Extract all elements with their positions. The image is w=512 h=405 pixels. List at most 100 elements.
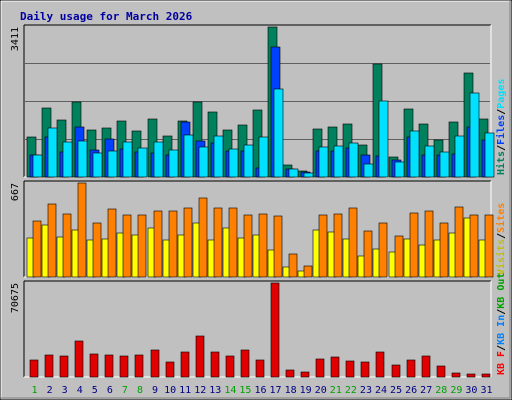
legend-label: Files — [495, 115, 507, 145]
bar-sites-day-16 — [258, 213, 268, 278]
bar-pages-day-1 — [32, 154, 43, 178]
panel-2: 667 Visits/Sites — [10, 180, 507, 278]
bar-pages-day-17 — [273, 88, 284, 178]
bar-kb-f-day-8 — [134, 354, 144, 378]
bar-sites-day-20 — [318, 214, 328, 278]
bar-sites-day-26 — [409, 212, 419, 278]
bar-kb-f-day-1 — [29, 359, 39, 378]
x-tick-label-day-23: 23 — [360, 385, 372, 396]
x-tick-label-day-15: 15 — [239, 385, 251, 396]
bar-kb-f-day-14 — [225, 355, 235, 378]
bar-sites-day-28 — [439, 222, 449, 278]
legend-separator: / — [496, 145, 507, 151]
bar-kb-f-day-24 — [375, 351, 385, 378]
legend-label: Hits — [495, 151, 507, 175]
bar-sites-day-2 — [47, 203, 57, 278]
bar-kb-f-day-20 — [315, 358, 325, 378]
x-tick-label-day-13: 13 — [209, 385, 221, 396]
bar-pages-day-9 — [153, 141, 164, 178]
x-tick-label-day-17: 17 — [270, 385, 282, 396]
bar-sites-day-31 — [484, 214, 494, 278]
legend-label: Visits — [495, 239, 507, 275]
y-max-label: 667 — [10, 183, 21, 201]
legend-label: KB In — [496, 315, 507, 345]
bar-kb-f-day-25 — [391, 364, 401, 378]
bar-kb-f-day-29 — [451, 372, 461, 378]
x-tick-label-day-11: 11 — [179, 385, 191, 396]
x-tick-label-day-5: 5 — [92, 385, 98, 396]
bar-sites-day-22 — [348, 207, 358, 278]
bar-sites-day-4 — [77, 182, 87, 278]
bar-kb-f-day-3 — [59, 355, 69, 378]
bar-pages-day-16 — [258, 136, 269, 178]
bar-kb-f-day-13 — [210, 351, 220, 378]
x-tick-label-day-4: 4 — [77, 385, 83, 396]
bar-kb-f-day-17 — [270, 282, 280, 378]
bar-pages-day-20 — [318, 146, 329, 178]
bar-sites-day-14 — [228, 207, 238, 278]
bar-sites-day-29 — [454, 206, 464, 278]
bar-sites-day-8 — [137, 214, 147, 278]
bar-sites-day-21 — [333, 213, 343, 278]
bar-kb-f-day-2 — [44, 354, 54, 378]
bar-pages-day-19 — [303, 172, 314, 178]
bar-kb-f-day-16 — [255, 359, 265, 378]
bar-kb-f-day-19 — [300, 371, 310, 378]
bar-pages-day-24 — [378, 100, 389, 178]
bar-pages-day-31 — [484, 132, 495, 178]
bar-pages-day-13 — [213, 135, 224, 178]
x-tick-label-day-14: 14 — [224, 385, 236, 396]
x-tick-label-day-8: 8 — [137, 385, 143, 396]
bar-pages-day-12 — [198, 146, 209, 178]
bar-kb-f-day-31 — [481, 373, 491, 378]
bar-pages-day-23 — [363, 163, 374, 178]
x-tick-label-day-18: 18 — [285, 385, 297, 396]
bar-pages-day-3 — [62, 141, 73, 178]
bar-kb-f-day-11 — [180, 351, 190, 378]
bar-sites-day-6 — [107, 208, 117, 278]
bar-kb-f-day-10 — [165, 361, 175, 378]
bar-sites-day-3 — [62, 213, 72, 278]
bar-kb-f-day-22 — [345, 360, 355, 378]
bar-sites-day-10 — [168, 210, 178, 278]
bar-pages-day-28 — [439, 151, 450, 178]
bar-pages-day-30 — [469, 92, 480, 178]
bar-sites-day-13 — [213, 207, 223, 278]
bar-pages-day-7 — [122, 141, 133, 178]
x-tick-label-day-30: 30 — [465, 385, 477, 396]
bar-kb-f-day-30 — [466, 373, 476, 378]
x-tick-label-day-9: 9 — [152, 385, 158, 396]
legend-separator: / — [496, 233, 507, 239]
bar-kb-f-day-4 — [74, 340, 84, 378]
bar-kb-f-day-7 — [119, 355, 129, 378]
bar-sites-day-15 — [243, 214, 253, 278]
series-legend: Visits/Sites — [495, 203, 507, 275]
bar-sites-day-9 — [153, 210, 163, 278]
bar-sites-day-23 — [363, 230, 373, 278]
bar-kb-f-day-9 — [150, 349, 160, 378]
bar-kb-f-day-15 — [240, 349, 250, 378]
bar-pages-day-10 — [168, 149, 179, 178]
bar-kb-f-day-5 — [89, 353, 99, 378]
x-tick-label-day-28: 28 — [435, 385, 447, 396]
legend-separator: / — [496, 109, 507, 115]
bar-pages-day-26 — [409, 130, 420, 178]
bar-sites-day-30 — [469, 214, 479, 278]
bar-pages-day-15 — [243, 144, 254, 178]
bar-sites-day-18 — [288, 253, 298, 278]
x-tick-label-day-1: 1 — [32, 385, 38, 396]
x-tick-label-day-31: 31 — [480, 385, 492, 396]
bar-pages-day-14 — [228, 148, 239, 178]
x-tick-label-day-12: 12 — [194, 385, 206, 396]
series-legend: Hits/Files/Pages — [495, 79, 507, 175]
bar-sites-day-11 — [183, 207, 193, 278]
x-tick-label-day-25: 25 — [390, 385, 402, 396]
bar-sites-day-19 — [303, 265, 313, 278]
x-tick-label-day-2: 2 — [47, 385, 53, 396]
bar-sites-day-1 — [32, 220, 42, 278]
x-tick-label-day-16: 16 — [254, 385, 266, 396]
bar-pages-day-5 — [92, 152, 103, 178]
